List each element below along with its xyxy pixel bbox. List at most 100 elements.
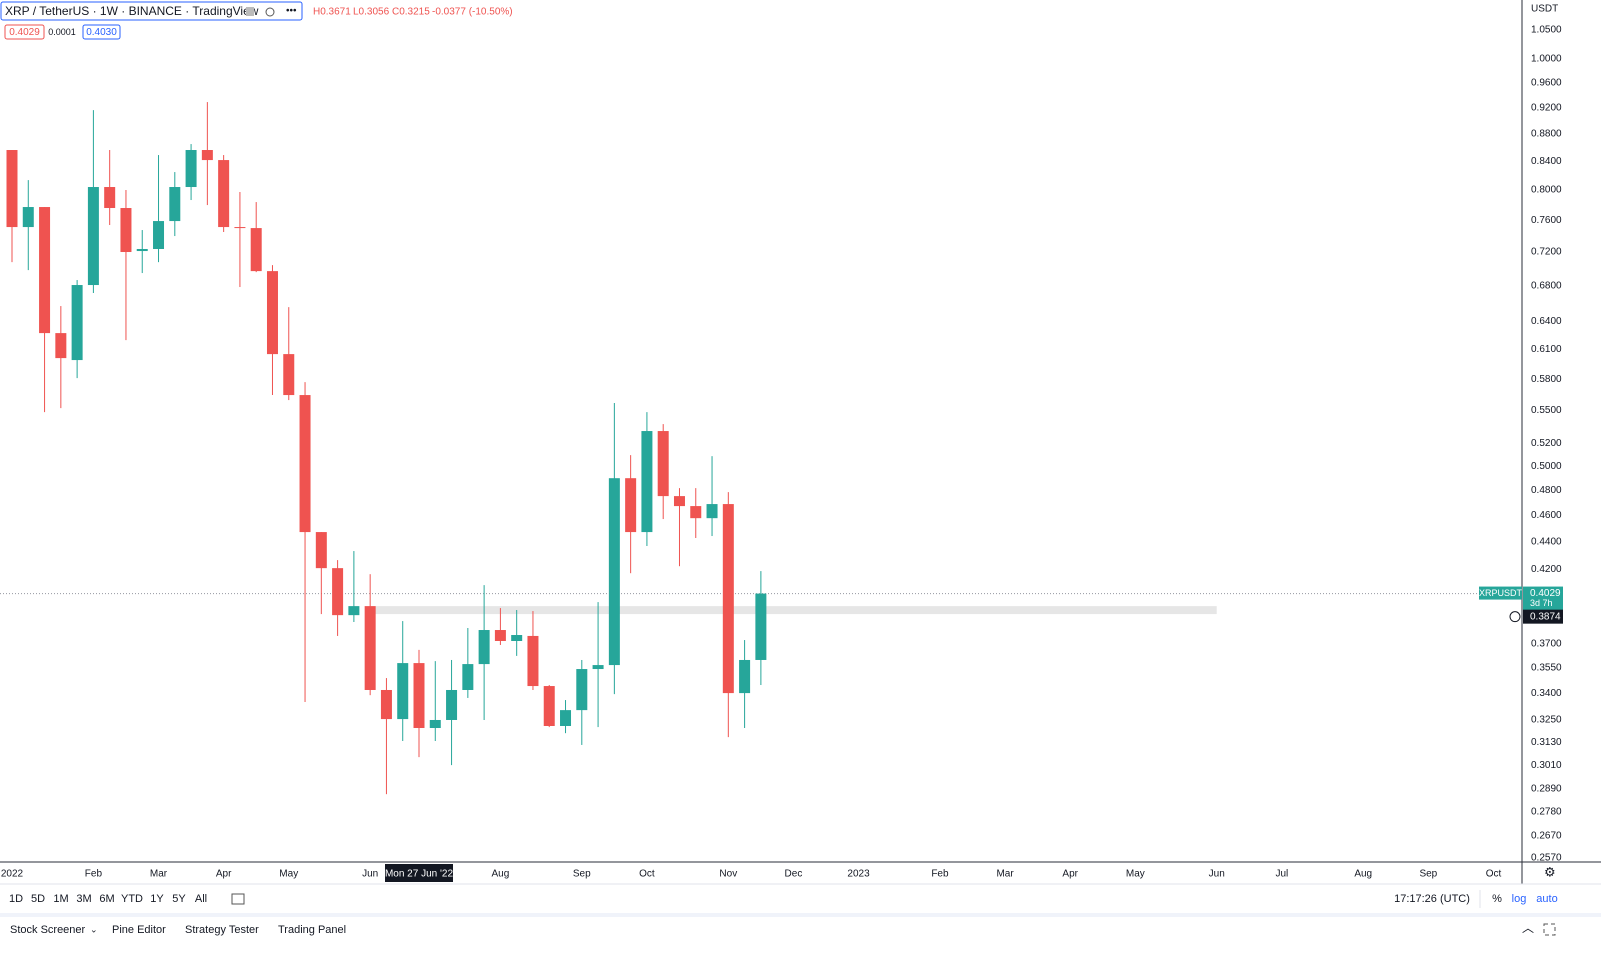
candle-body	[71, 285, 83, 361]
plot-area	[0, 102, 1522, 795]
candle-body	[673, 496, 685, 507]
tabs-bar	[0, 917, 1601, 959]
maximize-icon[interactable]	[1543, 923, 1556, 936]
range-button[interactable]: YTD	[121, 893, 143, 905]
range-button[interactable]: 5D	[31, 893, 45, 905]
candle-body	[136, 248, 148, 252]
candle-body	[690, 506, 702, 519]
y-tick-label: 0.3400	[1531, 688, 1562, 699]
more-icon[interactable]: •••	[286, 6, 297, 17]
x-tick-label: 2023	[847, 869, 870, 880]
x-tick-label: Aug	[1354, 869, 1372, 880]
add-alert-icon[interactable]	[1509, 611, 1521, 623]
candle-body	[576, 669, 588, 711]
last-price-label: 0.4029	[1530, 588, 1561, 599]
x-tick-label: Sep	[573, 869, 591, 880]
y-tick-label: 0.4200	[1531, 564, 1562, 575]
y-tick-label: 0.2670	[1531, 830, 1562, 841]
y-tick-label: 0.7200	[1531, 247, 1562, 258]
candle-body	[169, 187, 181, 222]
x-tick-label: Apr	[216, 869, 232, 880]
x-tick-label: Nov	[719, 869, 737, 880]
ask-box[interactable]	[82, 24, 121, 40]
x-tick-label: Jun	[362, 869, 378, 880]
candle-body	[380, 689, 392, 720]
candle-body	[6, 150, 18, 228]
log-toggle[interactable]: log	[1512, 893, 1527, 905]
ask[interactable]: 0.4030	[86, 27, 117, 38]
bid[interactable]: 0.4029	[9, 27, 40, 38]
range-button[interactable]: 1M	[53, 893, 68, 905]
panel-tab[interactable]: Strategy Tester	[185, 924, 259, 936]
range-button[interactable]: All	[195, 893, 207, 905]
y-tick-label: 0.6800	[1531, 280, 1562, 291]
countdown: 3d 7h	[1530, 598, 1553, 608]
clock: 17:17:26 (UTC)	[1394, 893, 1470, 905]
dropdown-icon[interactable]: ⌄	[90, 924, 98, 934]
candle-body	[201, 150, 213, 161]
crosshair-date: Mon 27 Jun '22	[385, 869, 454, 880]
candle-body	[608, 478, 620, 666]
range-button[interactable]: 5Y	[172, 893, 186, 905]
x-tick-label: Sep	[1419, 869, 1437, 880]
x-tick-label: Mar	[150, 869, 168, 880]
candle-body	[218, 160, 230, 228]
candle-body	[364, 606, 376, 690]
candle-body	[120, 208, 132, 253]
x-tick-label: May	[1126, 869, 1145, 880]
candle-body	[266, 271, 278, 355]
y-tick-label: 0.3010	[1531, 760, 1562, 771]
symbol-legend[interactable]: XRP / TetherUS · 1W · BINANCE · TradingV…	[5, 4, 259, 18]
panel-tab[interactable]: Trading Panel	[278, 924, 346, 936]
candle-body	[299, 395, 311, 533]
settings-icon[interactable]: ⚙	[1544, 864, 1556, 879]
y-tick-label: 0.7600	[1531, 215, 1562, 226]
range-button[interactable]: 3M	[76, 893, 91, 905]
y-tick-label: 0.5000	[1531, 461, 1562, 472]
range-button[interactable]: 1D	[9, 893, 23, 905]
auto-toggle[interactable]: auto	[1536, 893, 1557, 905]
y-tick-label: 0.4400	[1531, 536, 1562, 547]
candle-body	[560, 710, 572, 726]
candle-body	[315, 532, 327, 569]
ohlc-low: L0.3056	[353, 7, 390, 18]
candle-body	[478, 630, 490, 665]
candle-body	[429, 719, 441, 729]
panel-tab[interactable]: Pine Editor	[112, 924, 166, 936]
range-button[interactable]: 6M	[99, 893, 114, 905]
bid-box[interactable]	[4, 24, 45, 40]
percent-toggle[interactable]: %	[1492, 893, 1502, 905]
y-tick-label: 0.2570	[1531, 853, 1562, 864]
icon[interactable]	[246, 7, 254, 16]
candle-body	[511, 635, 523, 641]
bottom-tabs: ⌄ ︿ Stock Screener Pine Editor Strategy Te…	[10, 921, 1556, 936]
y-tick-label: 0.3700	[1531, 638, 1562, 649]
y-tick-label: 0.5500	[1531, 405, 1562, 416]
ohlc-high: H0.3671	[313, 7, 351, 18]
crosshair-price-box	[1523, 609, 1563, 624]
candle-body	[397, 663, 409, 720]
panel-tab[interactable]: Stock Screener	[10, 924, 86, 936]
y-tick-label: 0.6100	[1531, 344, 1562, 355]
candle-body	[462, 664, 474, 690]
currency[interactable]: USDT	[1531, 4, 1558, 15]
candle-body	[657, 431, 669, 497]
x-tick-label: Oct	[639, 869, 655, 880]
candle-body	[332, 568, 344, 616]
bottom-toolbar: 17:17:26 (UTC) % log auto 1D 5D 1M 3M 6M YTD 1…	[9, 890, 1558, 908]
candle-body	[185, 150, 197, 188]
candle-body	[22, 207, 34, 228]
date-range-icon[interactable]	[231, 893, 245, 905]
y-tick-label: 1.0500	[1531, 25, 1562, 36]
x-tick-label: May	[279, 869, 298, 880]
legend-box[interactable]	[0, 1, 303, 21]
x-tick-label: Jun	[1209, 869, 1225, 880]
y-tick-label: 0.3130	[1531, 737, 1562, 748]
eye-icon[interactable]	[265, 7, 275, 17]
symbol-label-box	[1479, 586, 1522, 600]
ohlc-close: C0.3215	[392, 7, 430, 18]
collapse-icon[interactable]: ︿	[1522, 921, 1534, 935]
horizontal-zone[interactable]	[370, 606, 1217, 615]
range-button[interactable]: 1Y	[150, 893, 164, 905]
